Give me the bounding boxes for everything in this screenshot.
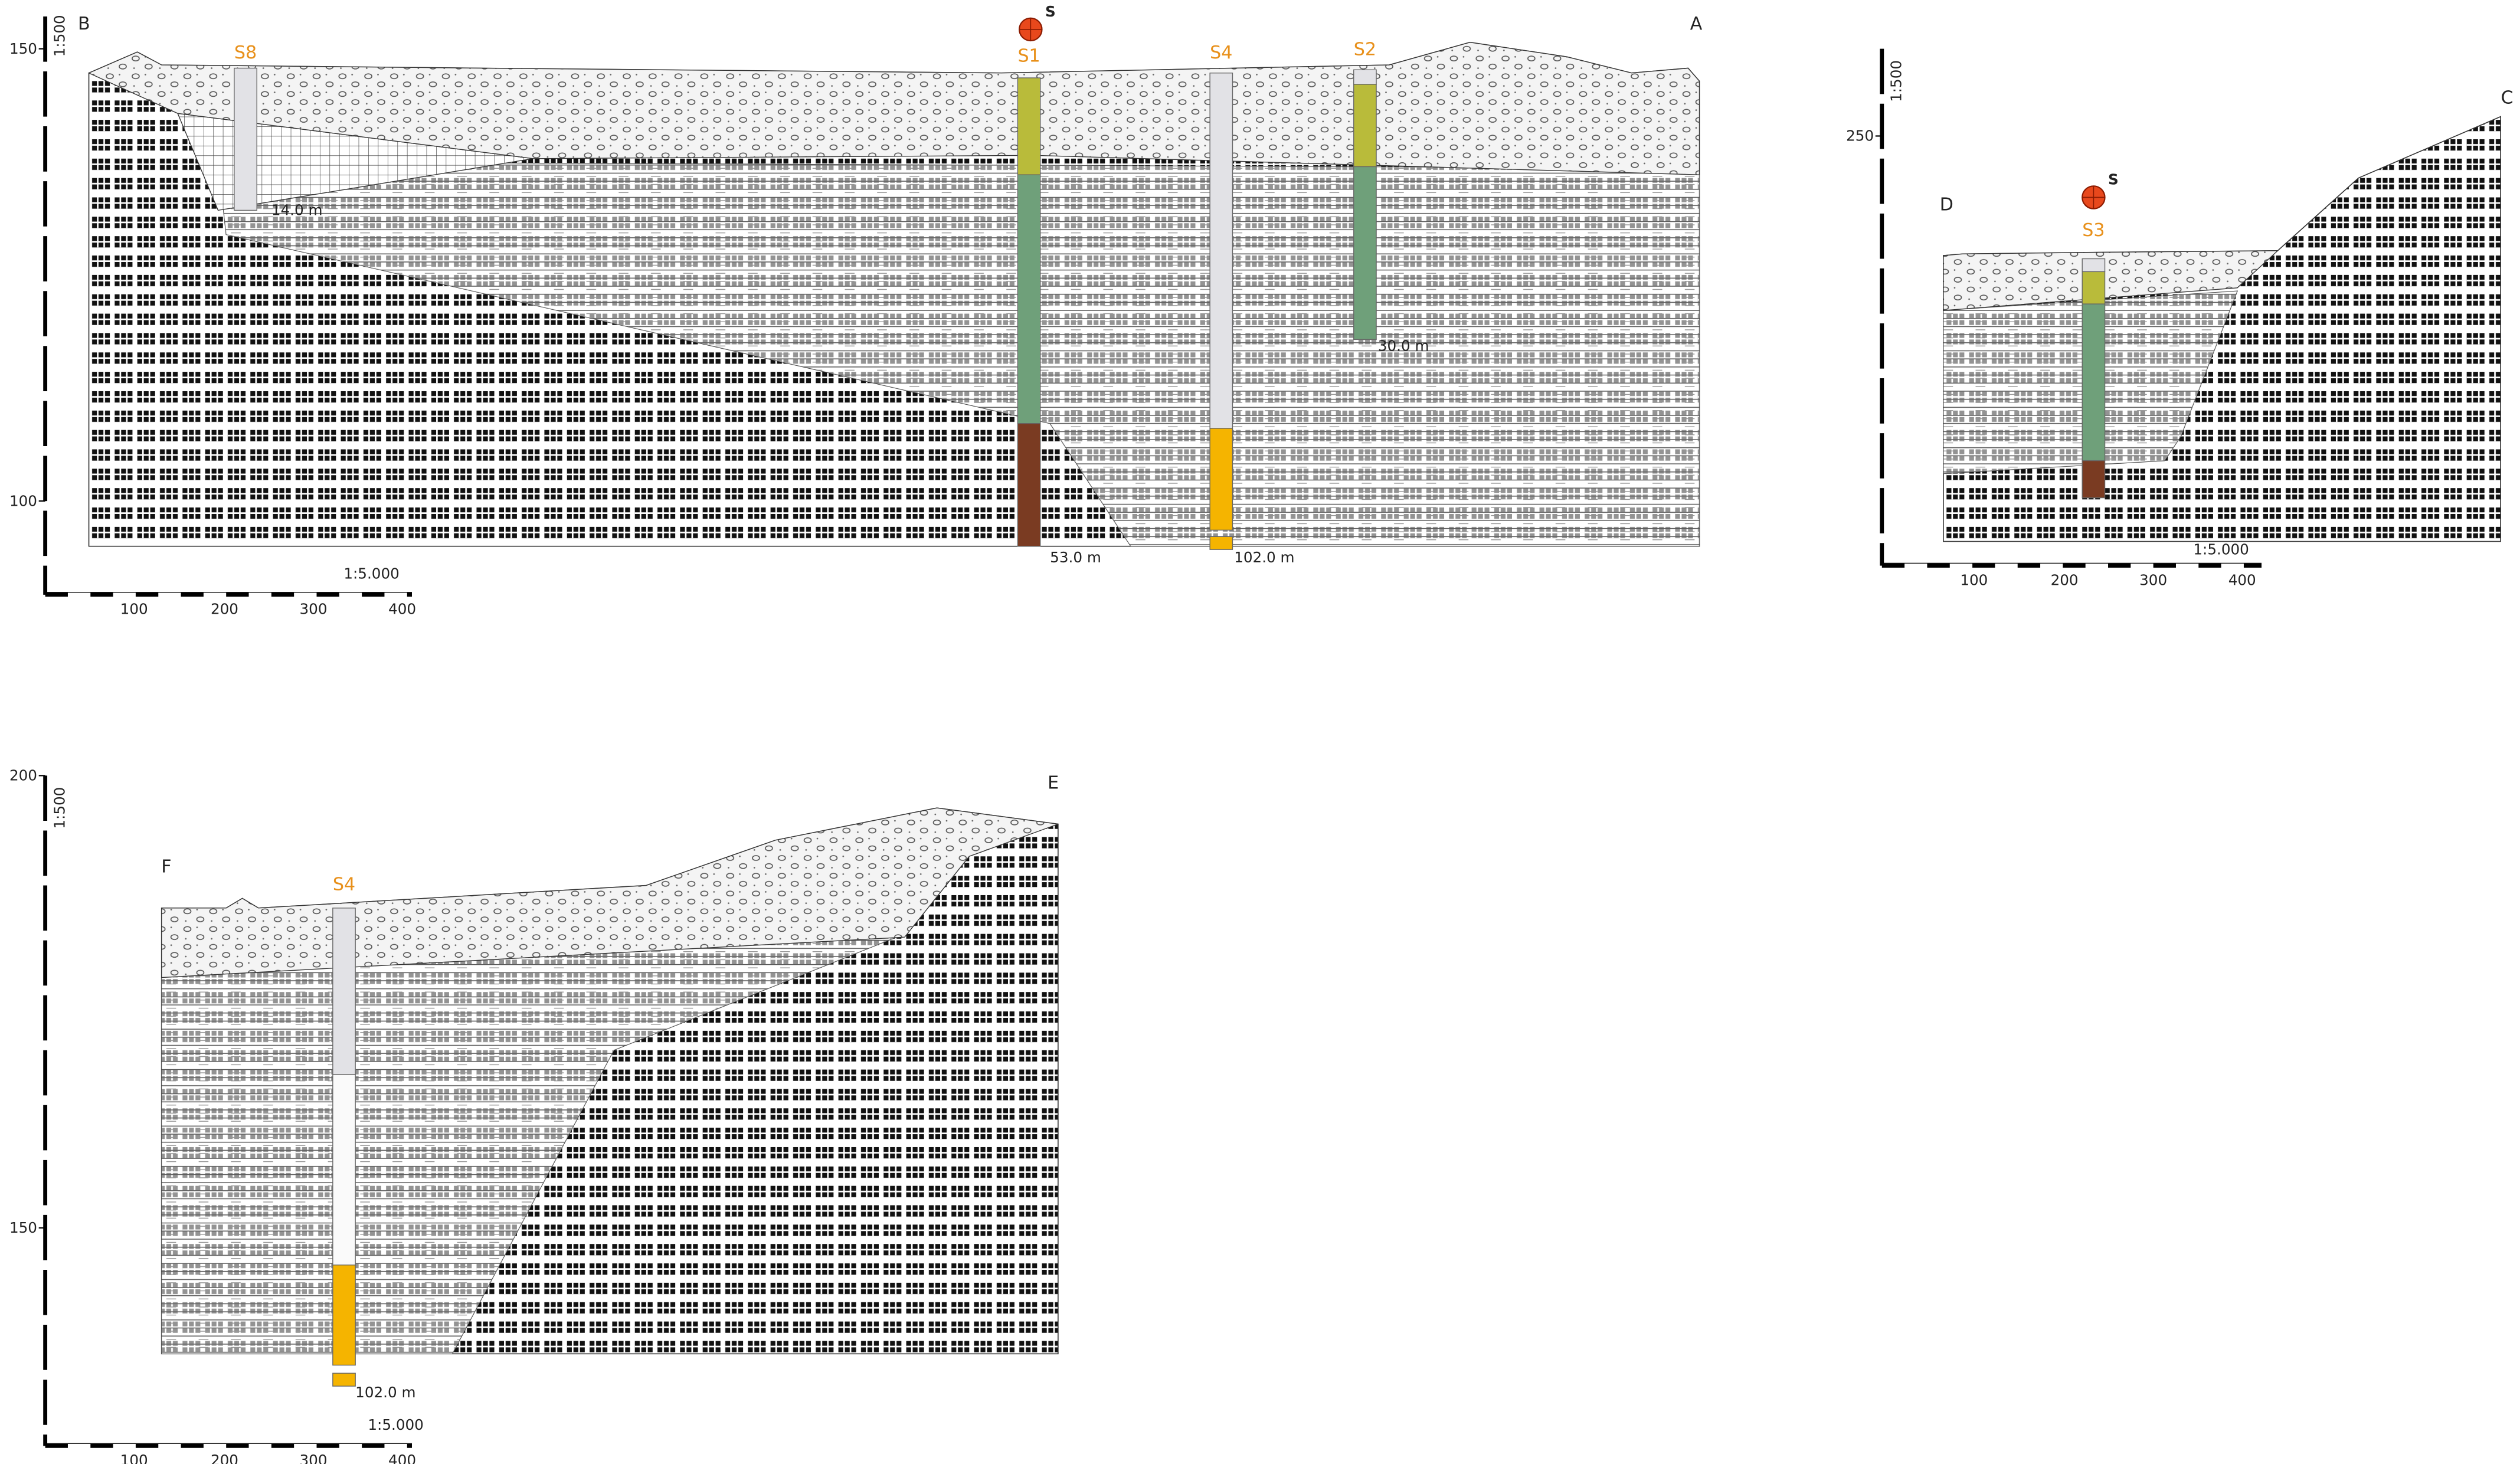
- shale-lines: [218, 162, 1700, 546]
- distance-label: 400: [388, 1452, 416, 1464]
- borehole-segment: [1209, 73, 1233, 429]
- horizontal-scale: 1:5.000: [368, 1416, 423, 1433]
- horizontal-scale: 1:5.000: [2193, 541, 2249, 558]
- borehole-label: S8: [234, 42, 257, 63]
- borehole-depth: 102.0 m: [355, 1384, 415, 1401]
- distance-label: 100: [1960, 571, 1988, 588]
- distance-label: 300: [2139, 571, 2167, 588]
- distance-label: 200: [2051, 571, 2079, 588]
- distance-label: 200: [211, 601, 238, 618]
- gravel-layer: [1943, 250, 2279, 311]
- section: 1:500 1:5.000 150 100 100 200 300 400 B A S S8 14.0 …: [9, 3, 1703, 618]
- borehole-segment: [2082, 271, 2106, 304]
- borehole-label: S4: [1210, 42, 1232, 63]
- distance-label: 200: [211, 1452, 238, 1464]
- distance-label: 400: [2228, 571, 2256, 588]
- section-end: A: [1690, 14, 1703, 34]
- borehole-segment: [234, 67, 257, 211]
- elevation-label: 200: [9, 767, 37, 784]
- source-crosshair: [1019, 18, 1042, 41]
- borehole-depth: 14.0 m: [271, 202, 323, 219]
- borehole-segment: [1209, 536, 1233, 550]
- borehole-label: S1: [1017, 46, 1040, 67]
- section-end: E: [1048, 772, 1059, 793]
- section-end: B: [78, 14, 90, 34]
- source-crosshair: [2082, 186, 2105, 209]
- borehole-segment: [332, 1074, 356, 1266]
- borehole-depth: 102.0 m: [1234, 549, 1294, 566]
- section-end: C: [2501, 88, 2514, 109]
- elevation-label: 150: [9, 40, 37, 57]
- distance-label: 100: [120, 601, 148, 618]
- horizontal-scale: 1:5.000: [343, 565, 399, 582]
- borehole-segment: [1353, 84, 1377, 168]
- borehole-label: S4: [333, 875, 355, 895]
- distance-label: 300: [300, 601, 328, 618]
- borehole-label: S2: [1354, 40, 1376, 60]
- source-label: S: [2108, 171, 2119, 188]
- distance-label: 300: [300, 1452, 328, 1464]
- borehole-segment: [332, 1265, 356, 1366]
- vertical-scale: 1:500: [1888, 60, 1905, 102]
- vertical-scale: 1:500: [51, 15, 68, 57]
- source-label: S: [1045, 3, 1056, 20]
- section-end: F: [161, 857, 171, 877]
- section: 1:500 1:5.000 250 100 200 300 400 D C S S3: [1846, 48, 2514, 588]
- distance-label: 400: [388, 601, 416, 618]
- section: 1:500 1:5.000 200 150 100 200 300 400 F E S4 102.0 …: [9, 767, 1059, 1464]
- vertical-scale: 1:500: [51, 787, 68, 829]
- gravel-layer: [87, 42, 1700, 175]
- borehole-segment: [1353, 166, 1377, 340]
- borehole-segment: [2082, 258, 2106, 273]
- borehole-segment: [1017, 77, 1041, 175]
- borehole-segment: [332, 908, 356, 1075]
- borehole-depth: 30.0 m: [1378, 338, 1429, 355]
- borehole-segment: [332, 1373, 356, 1387]
- borehole-segment: [2082, 303, 2106, 461]
- borehole-depth: 53.0 m: [1050, 549, 1101, 566]
- borehole-segment: [2082, 460, 2106, 499]
- borehole-segment: [1017, 174, 1041, 424]
- borehole-segment: [1353, 69, 1377, 85]
- elevation-label: 250: [1846, 127, 1874, 145]
- elevation-label: 100: [9, 492, 37, 509]
- gravel-layer: [161, 807, 1059, 978]
- distance-label: 100: [120, 1452, 148, 1464]
- borehole-segment: [1209, 428, 1233, 531]
- elevation-label: 150: [9, 1219, 37, 1236]
- borehole-segment: [1017, 423, 1041, 547]
- borehole-label: S3: [2082, 220, 2105, 241]
- section-end: D: [1940, 194, 1953, 215]
